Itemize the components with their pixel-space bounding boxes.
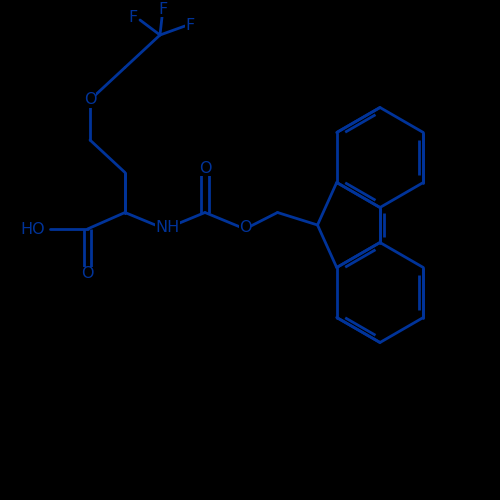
Text: NH: NH	[156, 220, 180, 234]
Text: O: O	[84, 92, 96, 108]
Text: HO: HO	[20, 222, 45, 236]
Text: F: F	[128, 10, 137, 25]
Text: O: O	[198, 161, 211, 176]
Text: F: F	[158, 2, 167, 18]
Text: O: O	[81, 266, 94, 281]
Text: O: O	[239, 220, 252, 235]
Text: F: F	[186, 18, 194, 32]
